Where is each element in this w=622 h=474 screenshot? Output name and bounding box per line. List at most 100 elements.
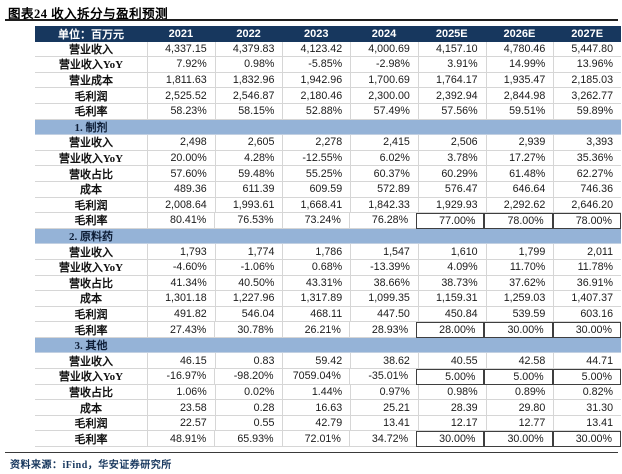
band-fill — [147, 120, 621, 136]
value-cell: -35.01% — [348, 369, 417, 385]
value-cell: 2,011 — [553, 244, 622, 260]
value-cell: 2,605 — [214, 135, 283, 151]
value-cell: 3,393 — [553, 135, 622, 151]
value-cell: 59.42 — [282, 353, 351, 370]
value-cell: 7059.04% — [281, 369, 349, 385]
value-cell: 38.66% — [350, 275, 418, 292]
data-row: 营收占比 1.06% 0.02% 1.44% 0.97% 0.98% 0.89% 0.82% — [35, 384, 622, 401]
source-rule — [5, 452, 618, 453]
row-label-cell: 毛利率 — [35, 104, 147, 120]
value-cell: 13.41 — [553, 415, 622, 432]
row-label-cell: 营业收入 — [35, 42, 147, 58]
value-cell: 77.00% — [416, 213, 485, 229]
section-band: 2. 原料药 — [35, 228, 621, 245]
value-cell: 2,415 — [350, 135, 418, 151]
value-cell: 746.36 — [553, 181, 622, 198]
band-fill — [147, 338, 621, 354]
value-cell: 62.27% — [553, 166, 622, 182]
value-cell: 1,099.35 — [350, 291, 418, 307]
value-cell: 0.98% — [214, 57, 283, 73]
value-cell: 73.24% — [281, 213, 349, 229]
value-cell: 59.51% — [485, 103, 554, 120]
value-cell: 1,301.18 — [147, 291, 215, 307]
value-cell: 0.97% — [350, 384, 418, 401]
title-rule — [5, 19, 618, 21]
data-row: 毛利率 58.23% 58.15% 52.88% 57.49% 57.56% 59.51% 5… — [35, 103, 622, 120]
value-cell: 26.21% — [281, 322, 349, 338]
section-band: 1. 制剂 — [35, 119, 621, 136]
section-band: 3. 其他 — [35, 337, 621, 354]
value-cell: 1,774 — [214, 244, 283, 260]
value-cell: 7.92% — [147, 57, 215, 73]
value-cell: 60.37% — [350, 166, 418, 182]
value-cell: 59.48% — [214, 166, 283, 182]
header-year-cell: 2027E — [571, 27, 604, 40]
value-cell: 37.62% — [485, 275, 554, 292]
value-cell: 58.15% — [214, 103, 283, 120]
value-cell: -12.55% — [282, 150, 351, 167]
value-cell: 2,506 — [417, 135, 486, 151]
value-cell: 1,700.69 — [350, 72, 418, 89]
value-cell: 0.82% — [553, 384, 622, 401]
value-cell: 61.48% — [485, 166, 554, 182]
value-cell: 546.04 — [214, 306, 283, 323]
value-cell: 11.78% — [553, 259, 622, 276]
value-cell: 17.27% — [485, 150, 554, 167]
value-cell: 0.02% — [214, 384, 283, 401]
value-cell: 539.59 — [485, 306, 554, 323]
value-cell: 4,379.83 — [214, 41, 283, 58]
data-row: 营业收入YoY 20.00% 4.28% -12.55% 6.02% 3.78% 17.27… — [35, 150, 622, 167]
value-cell: 30.00% — [484, 322, 553, 338]
row-label-cell: 毛利润 — [35, 416, 147, 432]
row-label-cell: 毛利润 — [35, 88, 147, 104]
row-label-cell: 成本 — [35, 291, 147, 307]
value-cell: 2,546.87 — [214, 88, 283, 104]
value-cell: 29.80 — [485, 400, 554, 416]
value-cell: 57.49% — [350, 103, 418, 120]
value-cell: 20.00% — [147, 150, 215, 167]
value-cell: 2,646.20 — [553, 197, 622, 214]
value-cell: 3.91% — [417, 57, 486, 73]
value-cell: 468.11 — [282, 306, 351, 323]
value-cell: 5,447.80 — [553, 41, 622, 58]
header-year-cell: 2025E — [435, 27, 468, 40]
row-label-cell: 营业收入YoY — [35, 57, 147, 73]
value-cell: 59.89% — [553, 103, 622, 120]
value-cell: 41.34% — [147, 275, 215, 292]
value-cell: 38.62 — [350, 353, 418, 370]
value-cell: 72.01% — [281, 431, 349, 448]
value-cell: 611.39 — [214, 181, 283, 198]
value-cell: 0.68% — [282, 259, 351, 276]
value-cell: 1,799 — [485, 244, 554, 260]
value-cell: 3.78% — [417, 150, 486, 167]
value-cell: 42.58 — [485, 353, 554, 370]
header-year-cell: 2024 — [371, 27, 397, 40]
value-cell: 1,942.96 — [282, 72, 351, 89]
value-cell: 1,407.37 — [553, 291, 622, 307]
data-row: 营业收入 1,793 1,774 1,786 1,547 1,610 1,799 2,011 — [35, 244, 622, 260]
row-label-cell: 毛利润 — [35, 307, 147, 323]
data-row: 毛利润 22.57 0.55 42.79 13.41 12.17 12.77 13.41 — [35, 415, 622, 432]
value-cell: 4,000.69 — [350, 41, 418, 58]
header-year-cell: 2026E — [503, 27, 536, 40]
value-cell: 1,317.89 — [282, 291, 351, 307]
value-cell: 1,811.63 — [147, 72, 215, 89]
value-cell: 30.00% — [416, 431, 485, 448]
row-label-cell: 毛利润 — [35, 198, 147, 214]
value-cell: 48.91% — [147, 431, 215, 448]
value-cell: 16.63 — [282, 400, 351, 416]
value-cell: 76.53% — [214, 213, 282, 229]
value-cell: 30.78% — [214, 322, 282, 338]
value-cell: 1,227.96 — [214, 291, 283, 307]
row-label-cell: 营业收入 — [35, 244, 147, 260]
value-cell: 38.73% — [417, 275, 486, 292]
value-cell: 2,008.64 — [147, 197, 215, 214]
data-row: 毛利率 48.91% 65.93% 72.01% 34.72% 30.00% 30.00% 3… — [35, 431, 621, 448]
value-cell: 2,292.62 — [485, 197, 554, 214]
value-cell: 1,547 — [350, 244, 418, 260]
value-cell: 447.50 — [350, 306, 418, 323]
value-cell: 3,262.77 — [553, 88, 622, 104]
value-cell: 2,392.94 — [417, 88, 486, 104]
row-label-cell: 营业收入YoY — [35, 151, 147, 167]
value-cell: 1,832.96 — [214, 72, 283, 89]
